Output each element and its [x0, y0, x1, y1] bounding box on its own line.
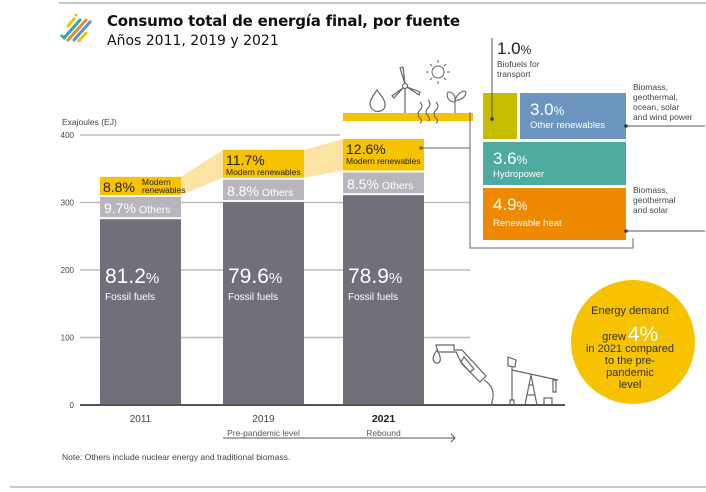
modern-name-label: Modern renewables	[346, 156, 421, 166]
breakdown-value: 3.0%	[530, 100, 565, 119]
callout-circle	[571, 280, 695, 404]
fossil-name-label: Fossil fuels	[348, 292, 398, 303]
callout-grew: grew	[602, 331, 626, 343]
breakdown-note: ocean, solar	[633, 102, 679, 112]
bar-modern-renewables	[223, 149, 304, 178]
heat-waves-icon	[417, 99, 439, 124]
plant-leaf-icon	[446, 90, 467, 113]
y-tick-label: 300	[61, 199, 75, 208]
bar-fossil-fuels	[343, 195, 424, 405]
x-sublabel: Rebound	[366, 428, 401, 438]
breakdown-name: transport	[497, 69, 531, 79]
breakdown-value: 3.6%	[493, 149, 528, 168]
renewables-icons	[343, 60, 473, 124]
growth-callout: Energy demand grew 4% in 2021 compared t…	[571, 280, 695, 404]
callout-line5: pandemic	[606, 367, 654, 379]
breakdown-connector	[419, 112, 634, 249]
x-tick-labels: 2011 2019 Pre-pandemic level 2021 Rebound	[130, 413, 401, 438]
fossil-value-label: 78.9%	[348, 265, 402, 288]
callout-line3: in 2021 compared	[586, 343, 674, 355]
oil-drop-icon	[432, 348, 441, 364]
breakdown-box	[483, 188, 626, 240]
breakdown-box	[483, 93, 517, 139]
breakdown-note: and wind power	[633, 112, 693, 122]
y-tick-label: 400	[61, 131, 75, 140]
fossil-icons	[432, 344, 559, 406]
sun-icon	[426, 60, 450, 84]
breakdown-value: 4.9%	[493, 195, 528, 214]
breakdown-note: and solar	[633, 205, 668, 215]
fossil-value-label: 79.6%	[228, 265, 282, 288]
bar-modern-renewables	[343, 139, 424, 171]
renewables-ground-bar	[343, 113, 473, 121]
breakdown-box	[483, 142, 626, 185]
fossil-name-label: Fossil fuels	[228, 292, 278, 303]
y-axis-label: Exajoules (EJ)	[62, 117, 117, 127]
breakdown-note: geothermal	[633, 195, 676, 205]
breakdown-name: Other renewables	[530, 120, 605, 131]
modern-renewables-band	[304, 139, 343, 178]
modern-renewables-trend-bands	[181, 139, 343, 195]
breakdown-name: Renewable heat	[493, 218, 562, 229]
modern-name-label: Modern renewables	[226, 167, 301, 177]
modern-name-label: Modern	[142, 177, 171, 187]
bar-others	[223, 179, 304, 201]
breakdown-other-renewables: 3.0%Other renewables Biomass,geothermal,o…	[520, 82, 705, 139]
x-tick-label: 2019	[252, 414, 275, 425]
y-tick-label: 100	[61, 334, 75, 343]
y-tick-label: 200	[61, 266, 75, 275]
fossil-value-label: 81.2%	[105, 265, 159, 288]
bar-others	[100, 196, 181, 218]
x-tick-label: 2021	[372, 413, 396, 425]
oil-pump-jack-icon	[507, 356, 559, 406]
bar-others	[343, 172, 424, 194]
breakdown-note: geothermal,	[633, 92, 678, 102]
modern-value-label: 8.8%	[103, 179, 135, 195]
breakdown-renewable-heat: 4.9% Renewable heat Biomass,geothermaland …	[483, 185, 705, 240]
modern-name-label: renewables	[142, 185, 185, 195]
callout-value: 4%	[628, 323, 658, 346]
modern-value-label: 12.6%	[346, 141, 386, 157]
footnote: Note: Others include nuclear energy and …	[62, 452, 291, 462]
wind-turbine-icon	[391, 66, 421, 113]
modern-renewables-band	[181, 149, 223, 195]
breakdown-name: Hydropower	[493, 169, 544, 180]
y-tick-labels: 0 100 200 300 400	[61, 131, 75, 410]
breakdown-name: Biofuels for	[497, 59, 540, 69]
callout-line1: Energy demand	[591, 305, 669, 317]
breakdown-box	[520, 93, 626, 139]
fuel-nozzle-icon	[435, 344, 501, 406]
callout-line4: to the pre-	[605, 355, 655, 367]
breakdown-value: 1.0%	[497, 39, 532, 58]
breakdown-note: Biomass,	[633, 82, 668, 92]
chart-subtitle: Años 2011, 2019 y 2021	[107, 33, 279, 49]
x-tick-label: 2011	[130, 414, 152, 425]
fossil-name-label: Fossil fuels	[105, 292, 155, 303]
callout-line6: level	[619, 379, 642, 391]
x-sublabel: Pre-pandemic level	[227, 428, 300, 438]
timeline-arrow	[223, 433, 456, 443]
breakdown-note: Biomass,	[633, 185, 668, 195]
bar-modern-renewables	[100, 176, 181, 195]
bottom-divider	[10, 486, 706, 488]
chart-title: Consumo total de energía final, por fuen…	[107, 12, 460, 30]
bar-fossil-fuels	[100, 219, 181, 405]
modern-value-label: 11.7%	[226, 152, 265, 168]
bar-fossil-fuels	[223, 202, 304, 405]
breakdown-hydropower: 3.6%Hydropower	[483, 142, 626, 185]
top-divider	[59, 2, 706, 4]
water-drop-icon	[369, 88, 386, 112]
y-tick-label: 0	[70, 401, 75, 410]
striped-logo-icon	[60, 13, 92, 42]
